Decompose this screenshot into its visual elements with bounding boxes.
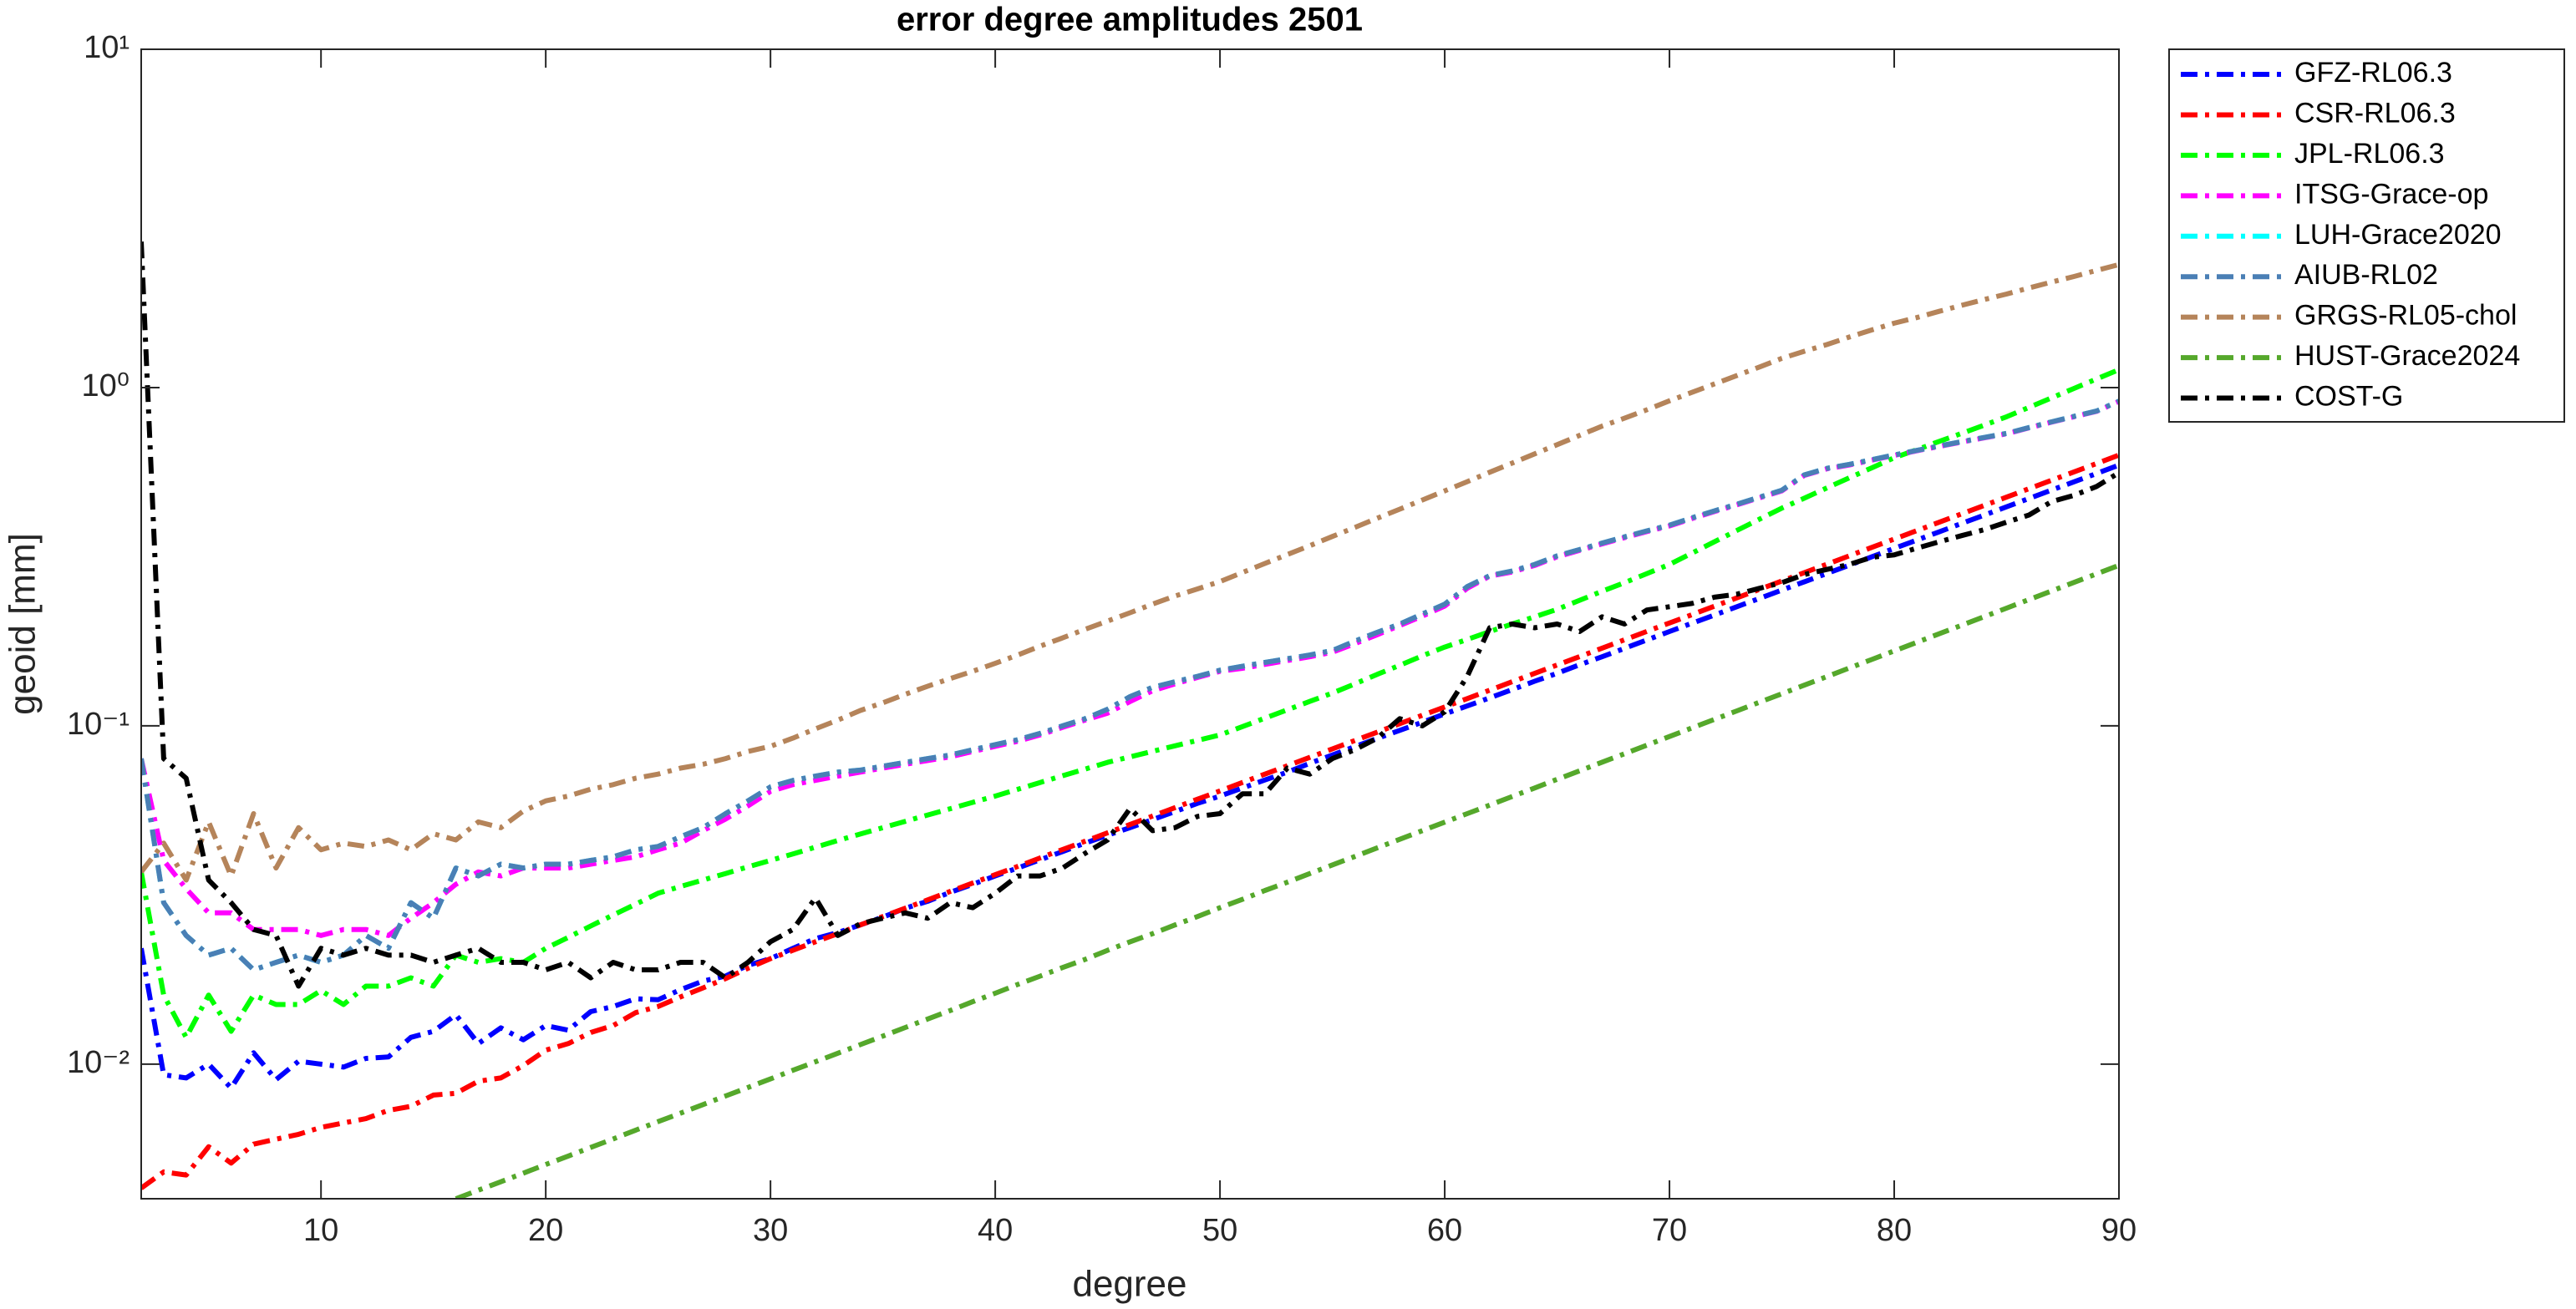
x-tick-label: 80 (1877, 1213, 1912, 1248)
series-line (141, 462, 2119, 1091)
x-tick-label: 90 (2101, 1213, 2137, 1248)
x-tick-label: 10 (303, 1213, 338, 1248)
x-tick-label: 20 (528, 1213, 563, 1248)
legend-label: LUH-Grace2020 (2294, 219, 2502, 251)
legend-label: JPL-RL06.3 (2294, 138, 2445, 170)
x-tick-label: 60 (1427, 1213, 1462, 1248)
series-line (141, 398, 2119, 972)
series-line (455, 562, 2119, 1199)
axes-box (140, 48, 2120, 1200)
legend-label: GFZ-RL06.3 (2294, 57, 2452, 89)
y-axis-label: geoid [mm] (3, 533, 43, 715)
lines (141, 241, 2119, 1199)
x-tick-label: 40 (978, 1213, 1013, 1248)
y-tick-label: 10⁻¹ (67, 707, 130, 742)
x-tick-label: 70 (1652, 1213, 1687, 1248)
legend-label: GRGS-RL05-chol (2294, 300, 2517, 332)
plot-area (141, 49, 2119, 1199)
legend-label: CSR-RL06.3 (2294, 97, 2456, 129)
legend-label: COST-G (2294, 381, 2403, 413)
y-tick-label: 10¹ (84, 30, 130, 65)
legend-label: ITSG-Grace-op (2294, 178, 2488, 210)
series-line (141, 241, 2119, 989)
series-line (141, 398, 2119, 938)
legend-label: HUST-Grace2024 (2294, 340, 2520, 372)
chart-title: error degree amplitudes 2501 (897, 2, 1363, 38)
x-tick-label: 50 (1202, 1213, 1237, 1248)
legend-label: AIUB-RL02 (2294, 259, 2438, 291)
y-tick-label: 10⁻² (67, 1045, 130, 1080)
y-tick-label: 10⁰ (81, 368, 130, 403)
x-axis-label: degree (1072, 1264, 1186, 1305)
x-tick-label: 30 (753, 1213, 788, 1248)
series-line (141, 261, 2119, 883)
legend (2168, 48, 2565, 423)
